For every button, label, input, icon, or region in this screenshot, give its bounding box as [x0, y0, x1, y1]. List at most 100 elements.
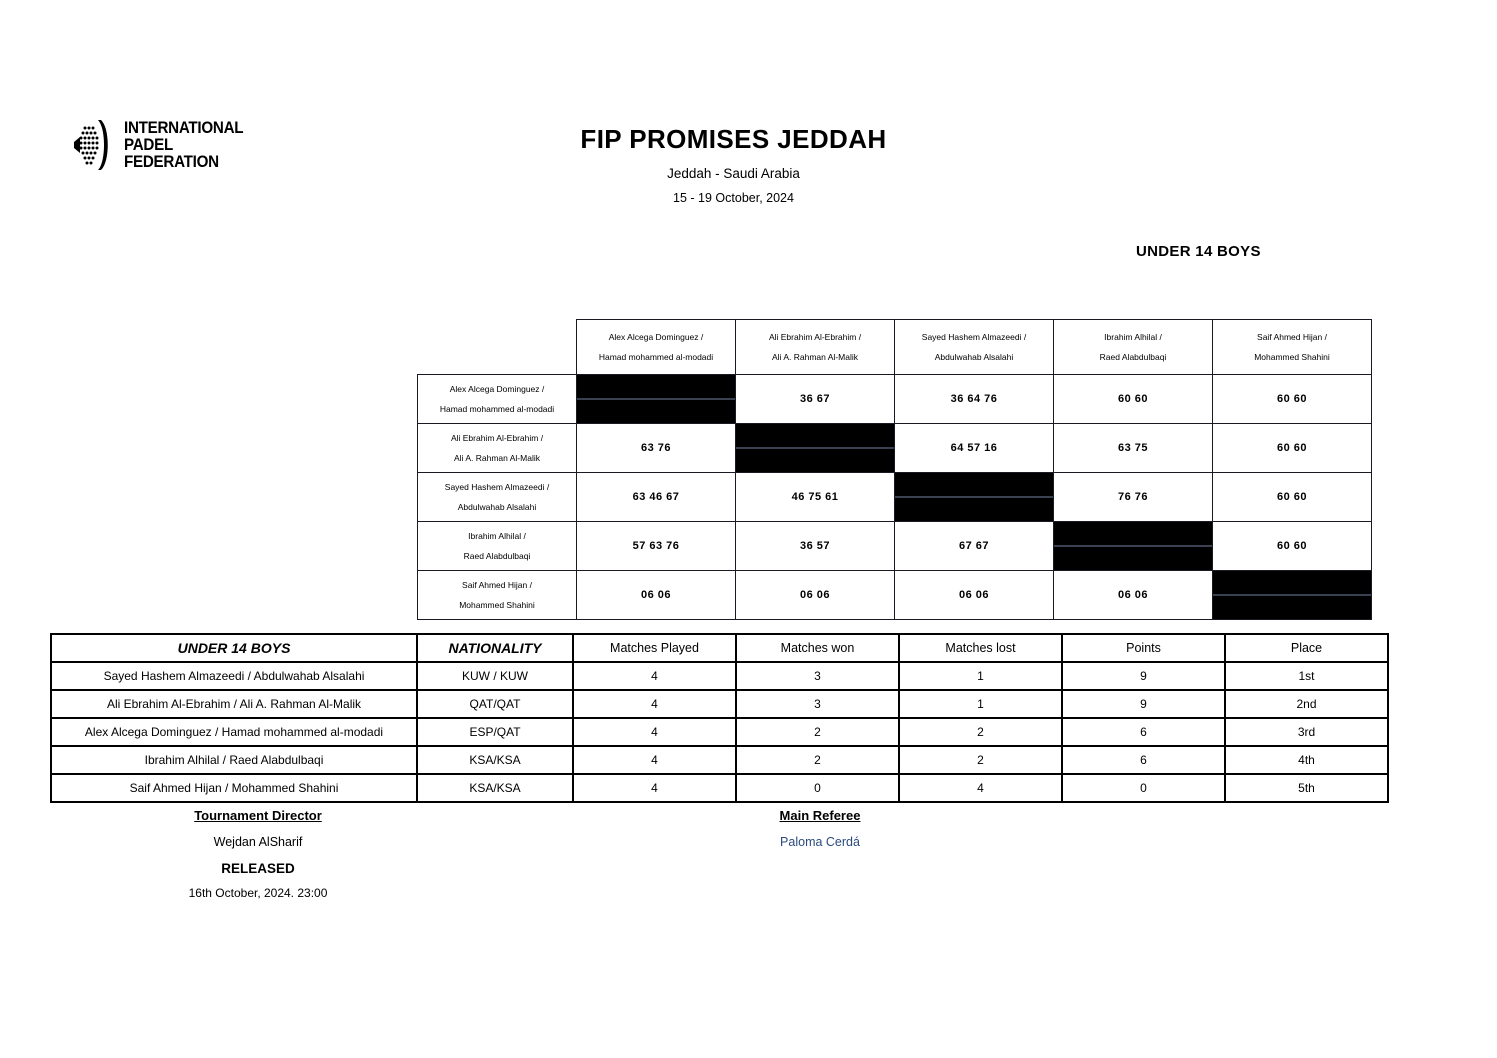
standings-cell-nationality: ESP/QAT [416, 717, 574, 747]
matrix-row: Ibrahim Alhilal / Raed Alabdulbaqi 57 63 7… [417, 521, 1372, 571]
matrix-score-cell: 06 06 [1053, 570, 1213, 620]
results-matrix: Alex Alcega Dominguez / Hamad mohammed al… [417, 319, 1372, 620]
matrix-row-header: Saif Ahmed Hijan / Mohammed Shahini [417, 570, 577, 620]
matrix-score-cell: 60 60 [1212, 374, 1372, 424]
matrix-column-header: Alex Alcega Dominguez / Hamad mohammed al… [576, 319, 736, 375]
matrix-row-header: Ibrahim Alhilal / Raed Alabdulbaqi [417, 521, 577, 571]
matrix-header-row: Alex Alcega Dominguez / Hamad mohammed al… [418, 319, 1372, 375]
results-matrix-table: Alex Alcega Dominguez / Hamad mohammed al… [417, 319, 1372, 620]
main-referee-title: Main Referee [779, 808, 861, 823]
matrix-score-cell: 36 64 76 [894, 374, 1054, 424]
standings-cell-nationality: KUW / KUW [416, 661, 574, 691]
matrix-score-cell: 36 67 [735, 374, 895, 424]
team-name-line-2: Mohammed Shahini [1254, 351, 1330, 362]
standings-cell-lost: 2 [898, 717, 1063, 747]
matrix-score-cell: 67 67 [894, 521, 1054, 571]
standings-cell-lost: 1 [898, 689, 1063, 719]
main-referee-block: Main Referee Paloma Cerdá [665, 808, 975, 849]
matrix-row-header: Sayed Hashem Almazeedi / Abdulwahab Alsal… [417, 472, 577, 522]
logo-line-3: FEDERATION [124, 152, 219, 171]
matrix-diagonal-cell [576, 374, 736, 424]
matrix-score-cell: 76 76 [1053, 472, 1213, 522]
standings-cell-won: 3 [735, 689, 900, 719]
standings-header-row: UNDER 14 BOYS NATIONALITY Matches Played Ma… [50, 633, 1389, 663]
standings-cell-lost: 2 [898, 745, 1063, 775]
tournament-director-name: Wejdan AlSharif [213, 835, 303, 849]
standings-table: UNDER 14 BOYS NATIONALITY Matches Played Ma… [50, 633, 1389, 803]
standings-cell-played: 4 [572, 717, 737, 747]
matrix-score-cell: 60 60 [1212, 423, 1372, 473]
team-name-line-1: Ibrahim Alhilal / [468, 530, 526, 541]
standings-column-header: Matches lost [898, 633, 1063, 663]
matrix-score-cell: 64 57 16 [894, 423, 1054, 473]
matrix-score-cell: 06 06 [894, 570, 1054, 620]
standings-row: Sayed Hashem Almazeedi / Abdulwahab Alsa… [50, 661, 1389, 691]
standings-cell-team: Alex Alcega Dominguez / Hamad mohammed a… [50, 717, 418, 747]
standings-row: Alex Alcega Dominguez / Hamad mohammed a… [50, 717, 1389, 747]
matrix-score-cell: 63 75 [1053, 423, 1213, 473]
standings-table-wrap: UNDER 14 BOYS NATIONALITY Matches Played Ma… [50, 633, 1389, 803]
standings-cell-place: 3rd [1224, 717, 1389, 747]
team-name-line-1: Ali Ebrahim Al-Ebrahim / [768, 331, 862, 342]
standings-cell-place: 4th [1224, 745, 1389, 775]
matrix-score-cell: 60 60 [1212, 521, 1372, 571]
logo-line-1: INTERNATIONAL [124, 118, 244, 137]
matrix-corner-blank [418, 320, 577, 375]
standings-row: Ali Ebrahim Al-Ebrahim / Ali A. Rahman A… [50, 689, 1389, 719]
matrix-row: Ali Ebrahim Al-Ebrahim / Ali A. Rahman Al… [417, 423, 1372, 473]
team-name-line-2: Mohammed Shahini [459, 599, 535, 610]
matrix-score-cell: 60 60 [1212, 472, 1372, 522]
team-name-line-1: Ibrahim Alhilal / [1104, 331, 1162, 342]
team-name-line-2: Abdulwahab Alsalahi [457, 501, 537, 512]
standings-column-header: NATIONALITY [416, 633, 574, 663]
standings-cell-team: Ibrahim Alhilal / Raed Alabdulbaqi [50, 745, 418, 775]
standings-row: Saif Ahmed Hijan / Mohammed Shahini KSA/K… [50, 773, 1389, 803]
team-name-line-1: Saif Ahmed Hijan / [1257, 331, 1327, 342]
team-name-line-2: Hamad mohammed al-modadi [439, 403, 555, 414]
matrix-column-header: Saif Ahmed Hijan / Mohammed Shahini [1212, 319, 1372, 375]
standings-cell-won: 0 [735, 773, 900, 803]
matrix-row: Alex Alcega Dominguez / Hamad mohammed al… [417, 374, 1372, 424]
standings-cell-team: Ali Ebrahim Al-Ebrahim / Ali A. Rahman A… [50, 689, 418, 719]
team-name-line-1: Sayed Hashem Almazeedi / [444, 481, 550, 492]
team-name-line-1: Alex Alcega Dominguez / [608, 331, 704, 342]
tournament-title: FIP PROMISES JEDDAH [580, 124, 887, 154]
standings-column-header: Matches Played [572, 633, 737, 663]
matrix-score-cell: 57 63 76 [576, 521, 736, 571]
tournament-director-block: Tournament Director Wejdan AlSharif RELE… [103, 808, 413, 900]
standings-cell-won: 2 [735, 717, 900, 747]
matrix-row-header: Alex Alcega Dominguez / Hamad mohammed al… [417, 374, 577, 424]
federation-logo: INTERNATIONAL PADEL FEDERATION [70, 118, 254, 172]
tournament-director-title: Tournament Director [194, 808, 322, 823]
main-referee-name: Paloma Cerdá [780, 835, 860, 849]
standings-cell-played: 4 [572, 689, 737, 719]
matrix-score-cell: 46 75 61 [735, 472, 895, 522]
standings-cell-team: Saif Ahmed Hijan / Mohammed Shahini [50, 773, 418, 803]
matrix-diagonal-cell [1053, 521, 1213, 571]
tournament-dates: 15 - 19 October, 2024 [673, 191, 794, 205]
padel-ball-icon [70, 118, 114, 172]
matrix-column-header: Ibrahim Alhilal / Raed Alabdulbaqi [1053, 319, 1213, 375]
standings-column-header: Matches won [735, 633, 900, 663]
team-name-line-2: Ali A. Rahman Al-Malik [454, 452, 540, 463]
standings-cell-points: 6 [1061, 745, 1226, 775]
matrix-score-cell: 06 06 [735, 570, 895, 620]
matrix-column-header: Ali Ebrahim Al-Ebrahim / Ali A. Rahman Al… [735, 319, 895, 375]
standings-column-header: UNDER 14 BOYS [50, 633, 418, 663]
released-timestamp: 16th October, 2024. 23:00 [188, 886, 328, 900]
standings-column-header: Place [1224, 633, 1389, 663]
matrix-diagonal-cell [735, 423, 895, 473]
federation-logo-text: INTERNATIONAL PADEL FEDERATION [124, 118, 244, 171]
standings-cell-points: 9 [1061, 661, 1226, 691]
standings-cell-lost: 1 [898, 661, 1063, 691]
standings-cell-played: 4 [572, 745, 737, 775]
standings-cell-nationality: KSA/KSA [416, 773, 574, 803]
team-name-line-2: Raed Alabdulbaqi [463, 550, 531, 561]
category-heading: UNDER 14 BOYS [1136, 243, 1261, 260]
matrix-score-cell: 63 46 67 [576, 472, 736, 522]
team-name-line-2: Raed Alabdulbaqi [1099, 351, 1167, 362]
team-name-line-2: Abdulwahab Alsalahi [934, 351, 1014, 362]
team-name-line-2: Ali A. Rahman Al-Malik [772, 351, 858, 362]
standings-cell-nationality: QAT/QAT [416, 689, 574, 719]
